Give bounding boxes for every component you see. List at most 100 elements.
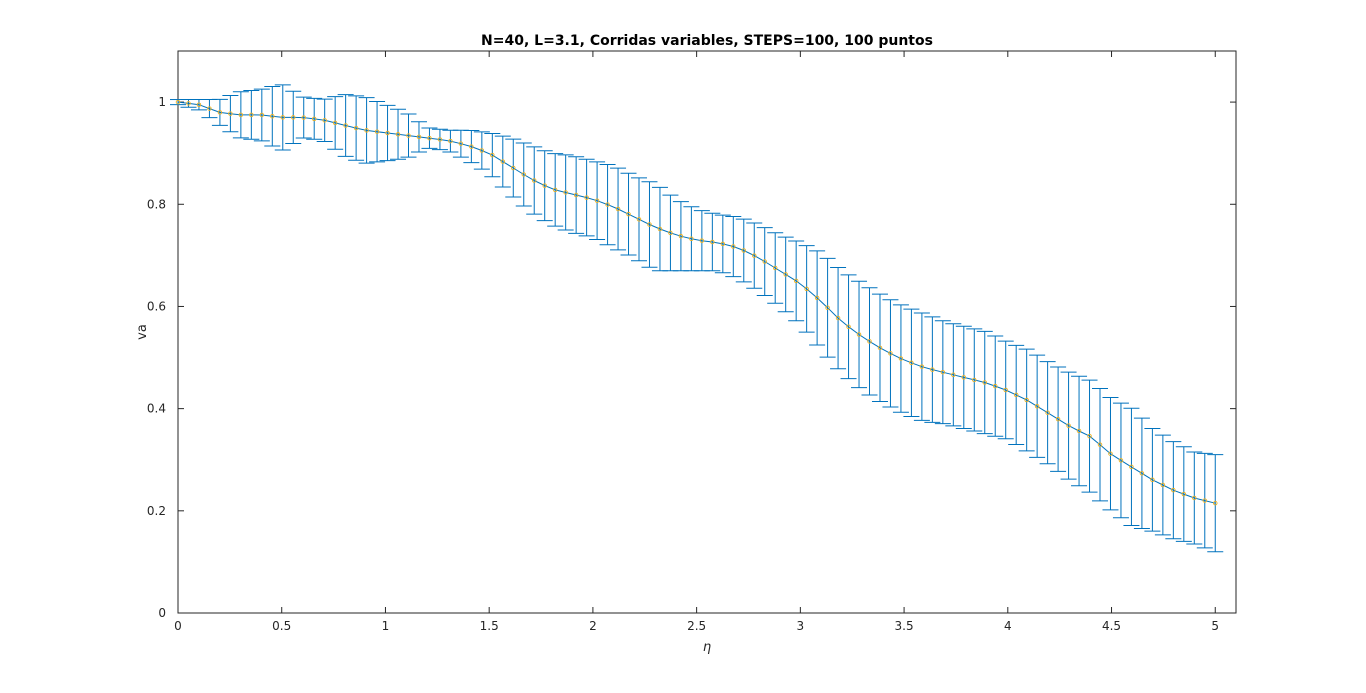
data-point: [961, 375, 967, 380]
x-tick-label: 1.5: [480, 619, 499, 633]
data-point: [699, 238, 705, 243]
data-point: [898, 356, 904, 361]
data-point: [710, 239, 715, 245]
data-point: [668, 230, 673, 236]
data-point: [385, 130, 390, 136]
data-point: [825, 305, 830, 310]
data-point: [940, 369, 946, 375]
data-point: [867, 339, 872, 344]
x-tick-label: 4.5: [1102, 619, 1121, 633]
data-point: [741, 248, 747, 253]
x-axis: 0 0.5 1 1.5 2 2.5 3 3.5 4 4.5 5: [174, 51, 1219, 633]
data-point: [762, 259, 767, 264]
data-point: [605, 202, 610, 207]
data-point: [1013, 392, 1019, 398]
data-point: [1171, 487, 1176, 493]
data-point: [951, 372, 956, 378]
data-point: [1139, 471, 1145, 476]
data-point: [720, 241, 726, 247]
x-axis-label: η: [703, 640, 711, 655]
data-point: [804, 286, 809, 292]
data-point: [930, 367, 935, 372]
data-point: [437, 137, 443, 142]
data-point: [395, 132, 401, 137]
data-point: [584, 195, 589, 200]
data-point: [1055, 416, 1061, 422]
data-point: [982, 380, 988, 385]
y-axis-label: va: [135, 324, 150, 340]
data-point: [186, 101, 191, 106]
data-point: [406, 133, 411, 138]
x-tick-label: 2: [589, 619, 597, 633]
data-point: [343, 123, 348, 128]
data-point: [1150, 477, 1155, 483]
data-point: [835, 315, 841, 321]
data-point: [479, 148, 485, 153]
data-point: [1181, 491, 1187, 497]
data-point: [1108, 451, 1113, 456]
data-point: [217, 110, 223, 115]
data-point: [175, 99, 181, 105]
data-point: [291, 115, 296, 120]
data-point: [626, 211, 631, 217]
data-point: [563, 190, 568, 195]
data-point: [374, 129, 380, 134]
data-point: [416, 134, 422, 140]
data-point: [322, 118, 327, 123]
y-tick-label: 0.2: [147, 504, 166, 518]
data-point: [1045, 410, 1050, 415]
data-point: [1024, 397, 1029, 403]
x-tick-label: 5: [1211, 619, 1219, 633]
data-point: [1076, 428, 1082, 434]
data-point: [972, 377, 977, 383]
x-tick-label: 0: [174, 619, 182, 633]
data-point: [552, 187, 558, 193]
data-point: [919, 364, 925, 369]
x-tick-label: 3.5: [895, 619, 914, 633]
data-point: [521, 172, 527, 177]
data-point: [448, 138, 453, 144]
y-axis: 0 0.2 0.4 0.6 0.8 1: [147, 95, 1236, 620]
data-point: [469, 144, 474, 149]
data-point: [1118, 458, 1124, 463]
data-point: [877, 345, 883, 351]
data-point: [332, 120, 338, 126]
x-tick-label: 4: [1004, 619, 1012, 633]
data-point: [1160, 482, 1166, 488]
data-point: [846, 324, 851, 329]
data-point: [259, 112, 265, 118]
data-point: [1087, 433, 1092, 439]
x-tick-label: 3: [797, 619, 805, 633]
data-point: [752, 253, 757, 258]
data-point: [1192, 495, 1197, 501]
data-point: [364, 128, 369, 133]
y-tick-label: 1: [158, 95, 166, 109]
y-tick-label: 0: [158, 606, 166, 620]
data-point: [1097, 442, 1103, 447]
data-point: [594, 198, 600, 203]
data-markers: [175, 99, 1218, 506]
data-point: [490, 152, 495, 158]
data-point: [856, 332, 862, 337]
mean-line: [177, 101, 1216, 504]
data-point: [280, 115, 286, 120]
chart-title: N=40, L=3.1, Corridas variables, STEPS=1…: [481, 33, 933, 49]
data-point: [888, 351, 893, 356]
plot-area: [177, 50, 1237, 614]
data-point: [249, 112, 254, 118]
x-tick-label: 2.5: [687, 619, 706, 633]
data-point: [793, 278, 799, 284]
data-point: [1202, 498, 1208, 503]
data-point: [228, 111, 233, 116]
data-point: [783, 272, 788, 277]
data-point: [353, 125, 359, 131]
data-point: [1066, 423, 1071, 428]
data-point: [731, 244, 736, 249]
data-point: [647, 222, 652, 227]
data-point: [636, 217, 642, 222]
data-point: [1034, 404, 1040, 409]
data-point: [1213, 500, 1218, 506]
data-point: [542, 183, 547, 188]
data-point: [531, 178, 537, 183]
